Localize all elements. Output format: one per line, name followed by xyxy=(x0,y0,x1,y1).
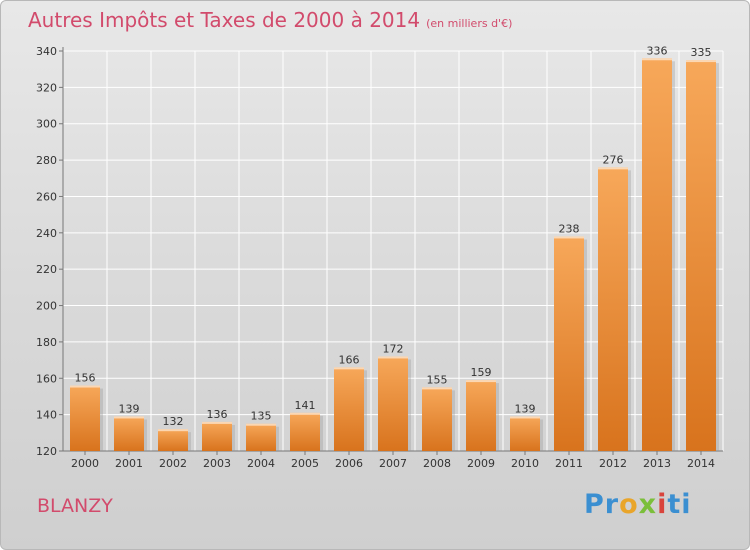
x-tick-label: 2010 xyxy=(511,457,539,470)
bar xyxy=(246,423,276,451)
value-label: 276 xyxy=(603,153,624,166)
value-label: 335 xyxy=(691,46,712,59)
y-tick-label: 320 xyxy=(36,81,57,94)
x-tick-label: 2014 xyxy=(687,457,715,470)
value-label: 156 xyxy=(75,372,96,385)
y-tick-label: 280 xyxy=(36,154,57,167)
x-tick-label: 2009 xyxy=(467,457,495,470)
value-label: 172 xyxy=(383,342,404,355)
bar xyxy=(554,236,584,451)
logo-part: Pr xyxy=(584,489,620,520)
bar-highlight xyxy=(70,385,100,388)
value-label: 159 xyxy=(471,366,492,379)
y-tick-label: 240 xyxy=(36,227,57,240)
value-label: 336 xyxy=(647,44,668,57)
logo-part: x xyxy=(638,489,658,520)
bar xyxy=(158,429,188,451)
bar-highlight xyxy=(246,423,276,426)
bar xyxy=(510,416,540,451)
x-tick-label: 2006 xyxy=(335,457,363,470)
value-label: 136 xyxy=(207,408,228,421)
x-tick-label: 2004 xyxy=(247,457,275,470)
value-label: 139 xyxy=(119,402,140,415)
bar xyxy=(378,356,408,451)
label-layer: 156 2000 139 2001 132 2002 136 2003 135 2004 141 20… xyxy=(71,44,715,470)
bar-highlight xyxy=(642,58,672,61)
x-tick-label: 2005 xyxy=(291,457,319,470)
y-tick-label: 260 xyxy=(36,190,57,203)
logo-part: ti xyxy=(667,489,692,520)
chart-title: Autres Impôts et Taxes de 2000 à 2014 (en… xyxy=(28,8,512,32)
x-tick-label: 2001 xyxy=(115,457,143,470)
bar xyxy=(466,380,496,451)
bar-highlight xyxy=(554,236,584,239)
bar xyxy=(642,58,672,451)
bar-highlight xyxy=(598,167,628,170)
bar xyxy=(334,367,364,451)
bar-layer xyxy=(70,58,719,451)
bar-highlight xyxy=(466,380,496,383)
bar xyxy=(202,421,232,451)
bar xyxy=(422,387,452,451)
bar xyxy=(70,385,100,451)
value-label: 141 xyxy=(295,399,316,412)
x-tick-label: 2000 xyxy=(71,457,99,470)
value-label: 238 xyxy=(559,222,580,235)
bar xyxy=(686,60,716,451)
x-tick-label: 2002 xyxy=(159,457,187,470)
bar xyxy=(598,167,628,451)
y-tick-label: 160 xyxy=(36,372,57,385)
value-label: 139 xyxy=(515,402,536,415)
chart-subtitle: (en milliers d'€) xyxy=(426,17,513,30)
bar-highlight xyxy=(334,367,364,370)
value-label: 132 xyxy=(163,415,184,428)
x-tick-label: 2011 xyxy=(555,457,583,470)
logo-part: o xyxy=(619,489,639,520)
bar-highlight xyxy=(114,416,144,419)
bar-highlight xyxy=(686,60,716,63)
x-tick-label: 2013 xyxy=(643,457,671,470)
bar-highlight xyxy=(378,356,408,359)
x-tick-label: 2012 xyxy=(599,457,627,470)
bar-highlight xyxy=(202,421,232,424)
x-tick-label: 2003 xyxy=(203,457,231,470)
bar-highlight xyxy=(158,429,188,432)
logo-part: i xyxy=(657,489,668,520)
chart-title-text: Autres Impôts et Taxes de 2000 à 2014 xyxy=(28,8,421,32)
bar-highlight xyxy=(290,412,320,415)
y-tick-label: 220 xyxy=(36,263,57,276)
y-tick-label: 300 xyxy=(36,118,57,131)
proxiti-logo: Proxiti xyxy=(584,489,692,520)
value-label: 155 xyxy=(427,373,448,386)
city-name: BLANZY xyxy=(37,495,113,517)
value-label: 166 xyxy=(339,353,360,366)
value-label: 135 xyxy=(251,410,272,423)
y-tick-label: 120 xyxy=(36,445,57,458)
y-tick-label: 340 xyxy=(36,45,57,58)
bar-highlight xyxy=(510,416,540,419)
y-tick-label: 200 xyxy=(36,300,57,313)
y-tick-label: 140 xyxy=(36,409,57,422)
y-tick-label: 180 xyxy=(36,336,57,349)
x-tick-label: 2008 xyxy=(423,457,451,470)
bar xyxy=(114,416,144,451)
bar-highlight xyxy=(422,387,452,390)
x-tick-label: 2007 xyxy=(379,457,407,470)
bar xyxy=(290,412,320,451)
